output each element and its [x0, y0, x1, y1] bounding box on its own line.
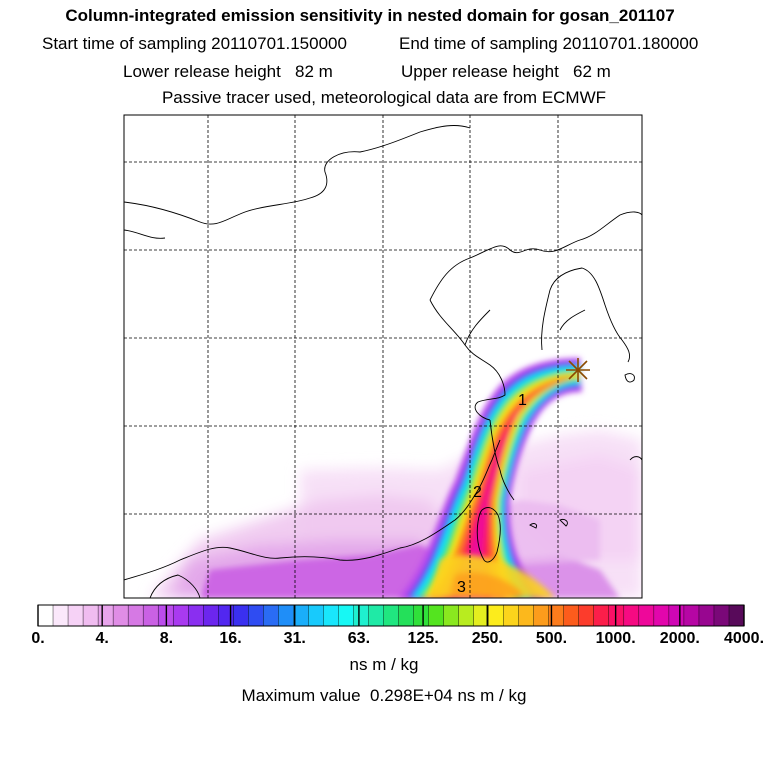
sampling-start-time: Start time of sampling 20110701.150000 [42, 34, 347, 53]
colorbar-cell [112, 604, 129, 627]
colorbar-cell [127, 604, 144, 627]
colorbar-cell [308, 604, 324, 627]
release-star-marker [566, 358, 590, 382]
colorbar-cell [338, 604, 354, 627]
colorbar-cell [428, 604, 445, 627]
colorbar-cell [368, 604, 384, 627]
colorbar-cell [443, 604, 460, 627]
upper-release-height: Upper release height 62 m [401, 62, 611, 81]
maximum-value: Maximum value 0.298E+04 ns m / kg [241, 686, 527, 705]
colorbar-tick-label: 16. [219, 630, 242, 647]
colorbar-cell [142, 604, 159, 627]
colorbar-cell [653, 604, 670, 627]
coastlines [124, 125, 642, 598]
colorbar-cell [608, 604, 625, 627]
colorbar-cell [248, 604, 264, 627]
colorbar-cell [233, 604, 249, 627]
plume-label: 1 [518, 392, 527, 409]
colorbar-cell [398, 604, 415, 627]
colorbar-cell [37, 604, 54, 627]
colorbar-units: ns m / kg [349, 655, 419, 674]
lower-release-height: Lower release height 82 m [123, 62, 333, 81]
tracer-note: Passive tracer used, meteorological data… [161, 88, 607, 107]
colorbar-cell [728, 604, 745, 627]
colorbar-cell [52, 604, 69, 627]
colorbar-cell [293, 604, 309, 627]
colorbar-cell [278, 604, 294, 627]
plume-label: 3 [457, 579, 466, 596]
colorbar-cell [503, 604, 520, 627]
colorbar-cell [218, 604, 234, 627]
colorbar-cell [353, 604, 369, 627]
colorbar-cell [623, 604, 640, 627]
plume [398, 358, 582, 598]
colorbar-cell [188, 604, 204, 627]
colorbar-tick-label: 63. [347, 630, 371, 647]
colorbar-tick-label: 500. [535, 630, 568, 647]
colorbar-cell [713, 604, 730, 627]
colorbar-tick-label: 4000. [723, 630, 765, 647]
sampling-end-time: End time of sampling 20110701.180000 [399, 34, 699, 53]
colorbar-cell [488, 604, 505, 627]
colorbar-cell [263, 604, 279, 627]
lat-lon-grid [124, 115, 642, 598]
colorbar-cell [533, 604, 550, 627]
colorbar-tick-label: 250. [471, 630, 503, 647]
colorbar-tick-label: 2000. [659, 630, 700, 647]
colorbar-tick-label: 125. [407, 630, 439, 647]
figure-title: Column-integrated emission sensitivity i… [65, 6, 675, 25]
colorbar-cell [97, 604, 114, 627]
colorbar-cell [172, 604, 189, 627]
colorbar-cell [203, 604, 219, 627]
colorbar-tick-label: 4. [95, 630, 109, 647]
colorbar-cell [413, 604, 430, 627]
colorbar-cell [563, 604, 580, 627]
colorbar-tick-label: 1000. [595, 630, 636, 647]
colorbar-cell [638, 604, 655, 627]
colorbar-cell [458, 604, 475, 627]
colorbar-cell [383, 604, 400, 627]
colorbar-cell [518, 604, 535, 627]
colorbar-cell [593, 604, 610, 627]
colorbar-tick-label: 0. [31, 630, 45, 647]
colorbar-cell [323, 604, 339, 627]
colorbar-cell [668, 604, 685, 627]
colorbar-cell [82, 604, 99, 627]
colorbar-cell [698, 604, 715, 627]
colorbar-cell [578, 604, 595, 627]
colorbar-tick-label: 31. [283, 630, 306, 647]
colorbar-cell [683, 604, 700, 627]
colorbar-cell [67, 604, 84, 627]
colorbar-tick-label: 8. [159, 630, 174, 647]
plume-label: 2 [473, 484, 482, 501]
